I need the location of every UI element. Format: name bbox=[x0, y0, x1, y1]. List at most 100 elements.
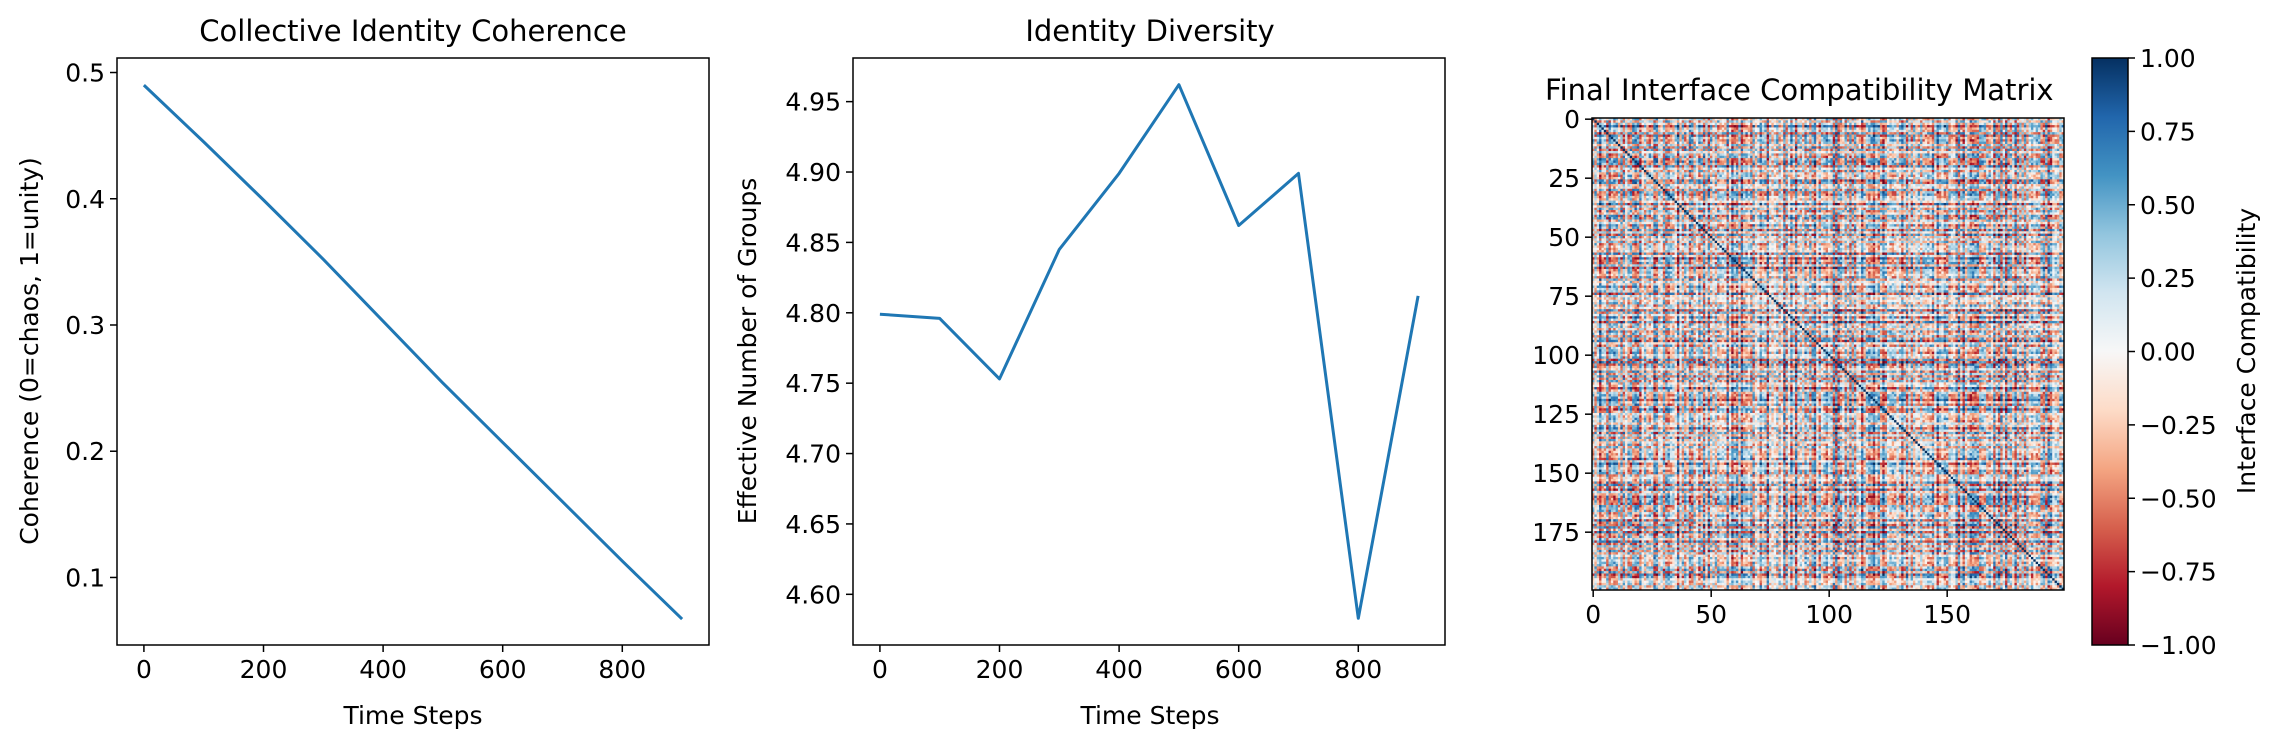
heatmap-cell bbox=[1845, 130, 1848, 133]
heatmap-cell bbox=[1760, 127, 1763, 130]
heatmap-cell bbox=[1646, 130, 1649, 133]
heatmap-cell bbox=[1970, 130, 1973, 133]
heatmap-cell bbox=[1932, 130, 1935, 133]
heatmap-cell bbox=[1970, 127, 1973, 130]
heatmap-cell bbox=[1972, 127, 1975, 130]
y-tick-label: 0.2 bbox=[65, 437, 105, 466]
heatmap-cell bbox=[1658, 120, 1661, 123]
heatmap-cell bbox=[1892, 127, 1895, 130]
heatmap-cell bbox=[1677, 130, 1680, 133]
heatmap-cell bbox=[1937, 125, 1940, 128]
heatmap-cell bbox=[1904, 123, 1907, 126]
heatmap-cell bbox=[1729, 132, 1732, 135]
heatmap-cell bbox=[2000, 123, 2003, 126]
heatmap-cell bbox=[1594, 132, 1597, 135]
heatmap-cell bbox=[2040, 132, 2043, 135]
heatmap-cell bbox=[1769, 130, 1772, 133]
heatmap-cell bbox=[2036, 127, 2039, 130]
heatmap-cell bbox=[1870, 120, 1873, 123]
heatmap-cell bbox=[1967, 120, 1970, 123]
heatmap-cell bbox=[1958, 125, 1961, 128]
heatmap-cell bbox=[1642, 130, 1645, 133]
heatmap-cell bbox=[1941, 132, 1944, 135]
heatmap-cell bbox=[1814, 120, 1817, 123]
heatmap-cell bbox=[1717, 123, 1720, 126]
heatmap-cell bbox=[1613, 135, 1616, 138]
heatmap-cell bbox=[1797, 120, 1800, 123]
heatmap-cell bbox=[1887, 125, 1890, 128]
heatmap-cell bbox=[1788, 130, 1791, 133]
heatmap-cell bbox=[1885, 120, 1888, 123]
heatmap-cell bbox=[1823, 127, 1826, 130]
heatmap-cell bbox=[1814, 132, 1817, 135]
heatmap-cell bbox=[1616, 120, 1619, 123]
heatmap-cell bbox=[1946, 120, 1949, 123]
heatmap-cell bbox=[1651, 123, 1654, 126]
heatmap-cell bbox=[1781, 132, 1784, 135]
heatmap-cell bbox=[1757, 125, 1760, 128]
heatmap-cell bbox=[2024, 130, 2027, 133]
heatmap-cell bbox=[1918, 130, 1921, 133]
heatmap-cell bbox=[1823, 130, 1826, 133]
heatmap-cell bbox=[1960, 132, 1963, 135]
heatmap-cell bbox=[1823, 120, 1826, 123]
heatmap-cell bbox=[1894, 120, 1897, 123]
heatmap-cell bbox=[1887, 130, 1890, 133]
heatmap-cell bbox=[1901, 127, 1904, 130]
heatmap-cell bbox=[1734, 130, 1737, 133]
heatmap-cell bbox=[1955, 120, 1958, 123]
heatmap-cell bbox=[1896, 123, 1899, 126]
heatmap-cell bbox=[1793, 127, 1796, 130]
heatmap-cell bbox=[2014, 120, 2017, 123]
heatmap-cell bbox=[1693, 127, 1696, 130]
heatmap-cell bbox=[1736, 127, 1739, 130]
heatmap-cell bbox=[1826, 130, 1829, 133]
heatmap-cell bbox=[2017, 123, 2020, 126]
heatmap-cell bbox=[1778, 130, 1781, 133]
heatmap-cell bbox=[1679, 125, 1682, 128]
heatmap-cell bbox=[1762, 125, 1765, 128]
heatmap-cell bbox=[2007, 130, 2010, 133]
heatmap-cell bbox=[1646, 125, 1649, 128]
heatmap-cell bbox=[1856, 123, 1859, 126]
heatmap-cell bbox=[1859, 127, 1862, 130]
heatmap-cell bbox=[1668, 125, 1671, 128]
heatmap-cell bbox=[1977, 123, 1980, 126]
heatmap-cell bbox=[1908, 123, 1911, 126]
heatmap-cell bbox=[1939, 130, 1942, 133]
heatmap-cell bbox=[1691, 132, 1694, 135]
heatmap-cell bbox=[1620, 130, 1623, 133]
heatmap-cell bbox=[1597, 125, 1600, 128]
heatmap-cell bbox=[1639, 130, 1642, 133]
heatmap-cell bbox=[1672, 130, 1675, 133]
heatmap-cell bbox=[1847, 125, 1850, 128]
heatmap-cell bbox=[1816, 120, 1819, 123]
x-tick-label: 600 bbox=[1215, 655, 1263, 684]
heatmap-cell bbox=[1727, 123, 1730, 126]
heatmap-cell bbox=[1856, 127, 1859, 130]
heatmap-cell bbox=[1873, 125, 1876, 128]
heatmap-cell bbox=[1925, 127, 1928, 130]
heatmap-cell bbox=[1644, 127, 1647, 130]
heatmap-cell bbox=[1901, 125, 1904, 128]
heatmap-cell bbox=[1689, 123, 1692, 126]
heatmap-cell bbox=[2043, 127, 2046, 130]
heatmap-cell bbox=[2059, 123, 2062, 126]
heatmap-cell bbox=[2029, 120, 2032, 123]
heatmap-cell bbox=[1646, 132, 1649, 135]
heatmap-cell bbox=[1658, 123, 1661, 126]
heatmap-cell bbox=[1606, 120, 1609, 123]
heatmap-cell bbox=[1986, 125, 1989, 128]
heatmap-cell bbox=[1755, 130, 1758, 133]
heatmap-cell bbox=[1684, 123, 1687, 126]
heatmap-cell bbox=[1660, 130, 1663, 133]
heatmap-cell bbox=[1819, 130, 1822, 133]
heatmap-cell bbox=[1665, 125, 1668, 128]
heatmap-cell bbox=[1986, 127, 1989, 130]
heatmap-cell bbox=[1922, 120, 1925, 123]
heatmap-cell bbox=[1849, 120, 1852, 123]
heatmap-cell bbox=[2043, 130, 2046, 133]
heatmap-cell bbox=[1620, 135, 1623, 138]
heatmap-cell bbox=[2024, 132, 2027, 135]
heatmap-cell bbox=[1604, 132, 1607, 135]
